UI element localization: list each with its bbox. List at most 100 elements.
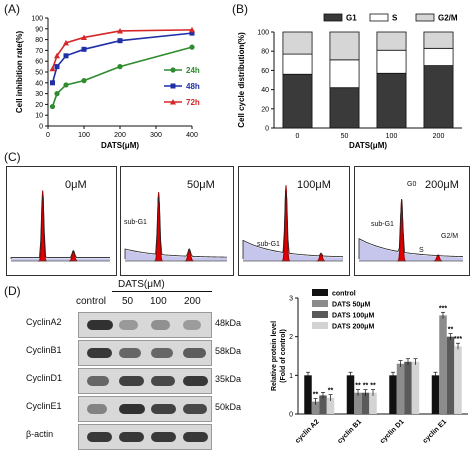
chart-d-grouped-bar: 0 1 2 3 Relative protein level (Fold of contr… (271, 289, 468, 445)
bar-DATS 100μM (319, 395, 327, 414)
y-tick-label: 100 (257, 30, 269, 37)
facs-panel-200: G0 200μM sub-G1 G2/M S (354, 166, 470, 276)
blot-row-label: β-actin (26, 429, 54, 439)
data-point (63, 39, 69, 46)
blot-kda-label: 50kDa (215, 402, 242, 412)
facs-background-fill (125, 249, 227, 261)
y-tick-label: 0 (289, 412, 293, 419)
facs-g1-peak (154, 192, 163, 262)
facs-panel-100: 100μM sub-G1 (238, 166, 350, 276)
facs-outline (124, 197, 228, 259)
facs-panel-0: 0μM (6, 166, 117, 276)
blot-band (183, 348, 206, 358)
y-tick-label: 1 (289, 373, 293, 380)
blot-lane-label: 50 (122, 296, 134, 307)
bar-DATS 200μM (454, 346, 462, 414)
x-tick-label: 200 (433, 133, 445, 140)
legend-label: 72h (186, 98, 200, 107)
bar-segment-G1 (329, 87, 360, 129)
facs-g2m-peak (316, 252, 326, 262)
data-point (50, 80, 55, 86)
facs-histogram (358, 199, 464, 262)
legend-marker (170, 83, 176, 89)
blot-band (183, 404, 207, 414)
bar-segment-G1 (423, 65, 454, 129)
facs-g2m-peak (68, 249, 78, 262)
y-axis-title: Cell inhibition rate(%) (15, 31, 24, 114)
x-tick-label: 0 (296, 133, 300, 140)
panel-label-b: (B) (232, 2, 248, 16)
facs-g0-label: G0 (407, 181, 417, 188)
bar-DATS 200μM (411, 361, 420, 414)
panel-label-c: (C) (4, 150, 21, 164)
facs-outline (358, 200, 464, 259)
blot-header-line (112, 291, 212, 292)
x-tick-label: cyclin A2 (294, 418, 321, 445)
x-axis-title: DATS(μM) (349, 141, 387, 150)
legend-swatch (323, 13, 343, 22)
blot-header: DATS(μM) (118, 279, 165, 290)
data-point (117, 27, 123, 34)
facs-g2m-peak (184, 248, 194, 262)
x-axis-title: DATS(μM) (101, 141, 139, 150)
blot-band (87, 348, 112, 358)
facs-g1-peak (281, 185, 291, 262)
legend-label: S (392, 14, 398, 23)
panel-label-d: (D) (4, 284, 21, 298)
significance-mark: ** (328, 388, 334, 395)
significance-mark: *** (454, 336, 462, 343)
bar-segment-S (282, 53, 313, 75)
x-tick-label: 0 (46, 132, 50, 139)
facs-histogram (124, 192, 228, 262)
blot-band (119, 320, 138, 330)
bar-control (304, 375, 312, 414)
significance-mark: ** (370, 383, 376, 390)
significance-mark: ** (448, 327, 454, 334)
x-tick-label: cyclin B1 (336, 418, 363, 445)
bar-segment-G2/M (282, 31, 313, 55)
panel-label-a: (A) (4, 2, 20, 16)
data-point (49, 103, 56, 110)
y-axis-title: (Fold of control) (280, 329, 287, 383)
blot-row-label: CyclinA2 (26, 317, 62, 327)
x-tick-label: 300 (150, 132, 162, 139)
bar-segment-G2/M (376, 31, 407, 51)
bar-segment-S (423, 47, 454, 67)
data-point (54, 91, 60, 97)
bar-DATS 50μM (311, 401, 320, 414)
y-tick-label: 60 (35, 59, 43, 66)
y-tick-label: 100 (31, 16, 43, 23)
facs-g2m-label: G2/M (441, 233, 459, 240)
legend-label: DATS 100μM (332, 313, 374, 320)
y-tick-label: 0 (265, 126, 269, 133)
x-tick-label: 200 (114, 132, 126, 139)
bar-DATS 100μM (361, 392, 370, 414)
facs-title: 50μM (187, 179, 215, 191)
blot-band (151, 348, 173, 358)
facs-subg1-label: sub-G1 (371, 221, 394, 228)
y-tick-label: 0 (39, 124, 43, 131)
blot-row-label: CyclinD1 (26, 373, 63, 383)
facs-background-fill (11, 258, 110, 261)
legend-swatch (312, 289, 328, 296)
bar-DATS 50μM (439, 315, 447, 414)
data-point (189, 26, 195, 33)
bar-segment-G1 (376, 72, 407, 129)
x-tick-label: cyclin E1 (422, 418, 448, 444)
blot-band (119, 348, 141, 358)
y-axis-title: Relative protein level (271, 321, 278, 391)
blot-row (78, 312, 212, 338)
legend-swatch (369, 13, 389, 22)
significance-mark: ** (363, 383, 369, 390)
y-tick-label: 80 (261, 49, 269, 56)
y-tick-label: 70 (35, 48, 43, 55)
bar-DATS 200μM (369, 392, 377, 414)
x-tick-label: 400 (186, 132, 198, 139)
bar-control (431, 375, 440, 414)
blot-row (78, 424, 212, 450)
y-tick-label: 2 (289, 334, 293, 341)
facs-g1-peak (38, 190, 47, 262)
legend-label: control (332, 291, 356, 298)
bar-control (346, 375, 355, 414)
y-tick-label: 80 (35, 37, 43, 44)
